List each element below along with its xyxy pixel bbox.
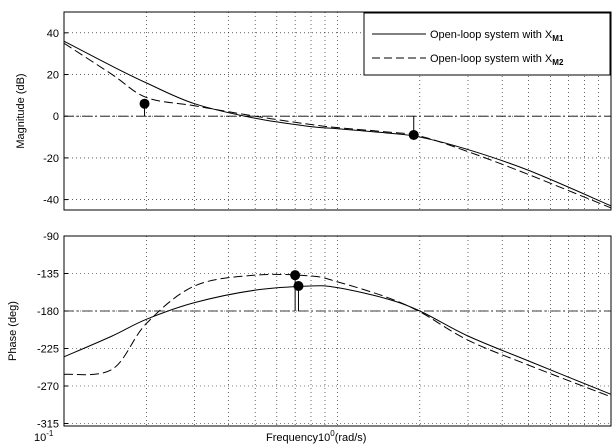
legend-entry-m1-subscript: M1: [552, 34, 564, 43]
x-axis-label-unit: (rad/s): [335, 432, 367, 444]
phase-panel: -90 -135 -180 -225 -270 -315 Phase (deg): [7, 231, 612, 431]
x-tick-label-min: 10-1: [34, 429, 54, 444]
x-tick-min-exponent: -1: [46, 429, 54, 438]
x-tick-mid-base: 10: [318, 432, 330, 444]
y-tick-label: 20: [47, 70, 59, 82]
phase-axes-frame: [63, 235, 612, 427]
y-tick-label: -20: [43, 153, 59, 165]
y-tick-label: -90: [43, 231, 59, 243]
x-axis-label-word: Frequency: [266, 432, 318, 444]
legend-entry-m1-text: Open-loop system with X: [430, 29, 553, 41]
phase-y-label: Phase (deg): [7, 301, 19, 361]
margin-marker: [290, 270, 301, 281]
magnitude-panel: 40 20 0 -20 -40 Magnitude (dB) Open-loop sys…: [15, 11, 612, 211]
legend-entry-m2-subscript: M2: [552, 58, 564, 67]
y-tick-label: 0: [53, 111, 59, 123]
series-line-m1-solid: [63, 40, 612, 207]
legend: Open-loop system with XM1 Open-loop syst…: [363, 12, 611, 76]
magnitude-markers: [139, 98, 419, 140]
magnitude-series: [63, 40, 612, 209]
y-tick-label: -225: [37, 344, 59, 356]
margin-marker: [293, 281, 304, 291]
phase-series: [63, 273, 612, 398]
y-tick-label: 40: [47, 28, 59, 40]
series-line-m2-dashed: [63, 42, 612, 209]
phase-markers: [290, 270, 304, 291]
legend-entry-m1: Open-loop system with XM1: [430, 29, 564, 43]
y-tick-label: -40: [43, 195, 59, 207]
legend-box: [363, 12, 611, 76]
y-tick-label: -270: [37, 381, 59, 393]
phase-y-ticks: -90 -135 -180 -225 -270 -315: [37, 231, 68, 431]
legend-entry-m2: Open-loop system with XM2: [430, 53, 564, 67]
series-line-m1-solid: [63, 285, 612, 395]
y-tick-label: -135: [37, 269, 59, 281]
x-axis-label: Frequency100(rad/s): [266, 429, 366, 444]
magnitude-y-ticks: 40 20 0 -20 -40: [43, 28, 68, 207]
y-tick-label: -180: [37, 306, 59, 318]
series-line-m2-dashed: [63, 273, 612, 398]
x-tick-mid-exponent: 0: [330, 429, 335, 438]
magnitude-axes-frame: [63, 11, 612, 211]
legend-entry-m2-text: Open-loop system with X: [430, 53, 553, 65]
magnitude-y-label: Magnitude (dB): [15, 73, 27, 148]
x-tick-min-base: 10: [34, 432, 46, 444]
y-tick-label: -315: [37, 419, 59, 431]
